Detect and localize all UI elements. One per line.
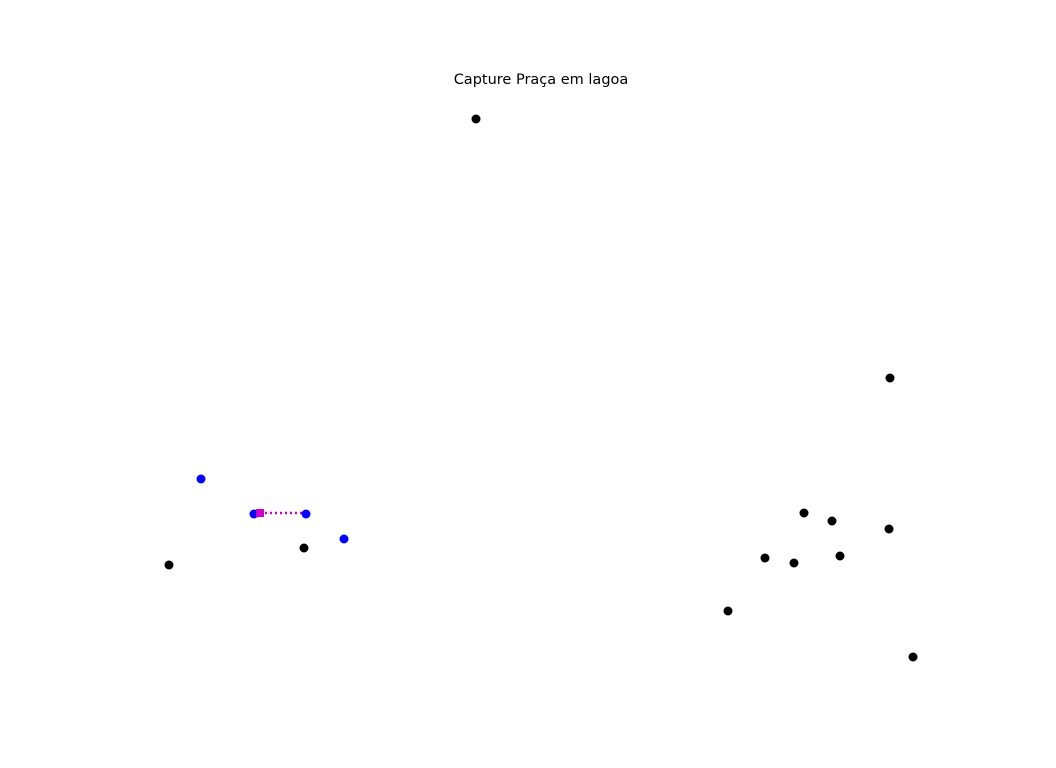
neutral-point[interactable]: [908, 652, 918, 662]
target-point[interactable]: [256, 509, 264, 517]
neutral-point[interactable]: [789, 558, 799, 568]
player-point[interactable]: [339, 534, 349, 544]
neutral-point[interactable]: [827, 516, 837, 526]
neutral-point[interactable]: [299, 543, 309, 553]
board-title: Capture Praça em lagoa: [454, 72, 629, 88]
neutral-point[interactable]: [885, 373, 895, 383]
neutral-point[interactable]: [164, 560, 174, 570]
player-point[interactable]: [301, 509, 311, 519]
player-point[interactable]: [196, 474, 206, 484]
neutral-point[interactable]: [760, 553, 770, 563]
neutral-point[interactable]: [799, 508, 809, 518]
neutral-point[interactable]: [884, 524, 894, 534]
neutral-point[interactable]: [471, 114, 481, 124]
neutral-point[interactable]: [723, 606, 733, 616]
neutral-point[interactable]: [835, 551, 845, 561]
points-layer: [164, 114, 918, 662]
